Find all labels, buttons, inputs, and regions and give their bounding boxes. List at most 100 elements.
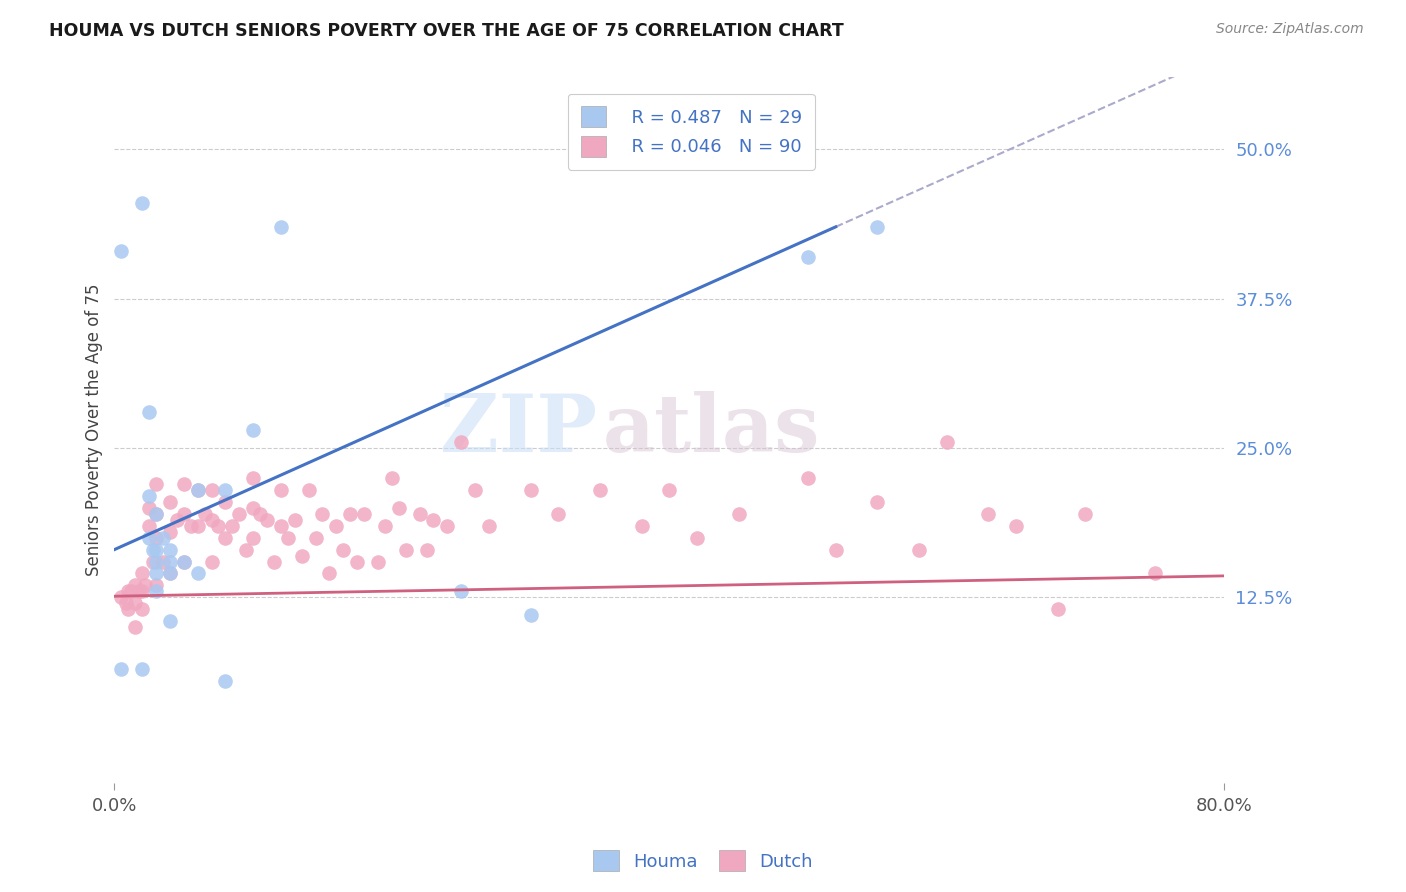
Point — [242, 531, 264, 545]
Point — [242, 423, 264, 437]
Point — [686, 531, 709, 545]
Point — [297, 483, 319, 497]
Point — [339, 507, 361, 521]
Point — [110, 591, 132, 605]
Point — [658, 483, 681, 497]
Point — [408, 507, 430, 521]
Point — [304, 531, 326, 545]
Point — [450, 435, 472, 450]
Point — [519, 483, 541, 497]
Point — [124, 596, 146, 610]
Point — [630, 518, 652, 533]
Point — [173, 555, 195, 569]
Point — [935, 435, 957, 450]
Point — [277, 531, 299, 545]
Point — [256, 513, 278, 527]
Point — [145, 507, 167, 521]
Point — [797, 471, 820, 485]
Point — [117, 584, 139, 599]
Point — [332, 542, 354, 557]
Point — [131, 662, 153, 676]
Point — [131, 584, 153, 599]
Point — [1005, 518, 1028, 533]
Point — [388, 500, 411, 515]
Point — [110, 244, 132, 258]
Point — [131, 196, 153, 211]
Text: HOUMA VS DUTCH SENIORS POVERTY OVER THE AGE OF 75 CORRELATION CHART: HOUMA VS DUTCH SENIORS POVERTY OVER THE … — [49, 22, 844, 40]
Point — [142, 542, 165, 557]
Point — [200, 483, 222, 497]
Point — [145, 531, 167, 545]
Point — [325, 518, 347, 533]
Point — [797, 250, 820, 264]
Y-axis label: Seniors Poverty Over the Age of 75: Seniors Poverty Over the Age of 75 — [86, 284, 103, 576]
Point — [1074, 507, 1097, 521]
Point — [270, 219, 292, 234]
Point — [131, 566, 153, 581]
Point — [284, 513, 307, 527]
Point — [152, 531, 174, 545]
Point — [173, 476, 195, 491]
Point — [187, 483, 209, 497]
Point — [128, 584, 150, 599]
Point — [478, 518, 501, 533]
Point — [145, 578, 167, 592]
Point — [353, 507, 375, 521]
Point — [142, 555, 165, 569]
Point — [200, 513, 222, 527]
Point — [214, 495, 236, 509]
Point — [381, 471, 404, 485]
Point — [422, 513, 444, 527]
Point — [159, 495, 181, 509]
Point — [193, 507, 215, 521]
Point — [346, 555, 368, 569]
Point — [145, 507, 167, 521]
Point — [214, 674, 236, 689]
Point — [450, 584, 472, 599]
Point — [547, 507, 569, 521]
Point — [159, 615, 181, 629]
Point — [138, 500, 160, 515]
Point — [235, 542, 257, 557]
Point — [134, 578, 156, 592]
Point — [159, 542, 181, 557]
Point — [977, 507, 1000, 521]
Point — [374, 518, 396, 533]
Point — [159, 566, 181, 581]
Point — [138, 518, 160, 533]
Point — [110, 662, 132, 676]
Legend:   R = 0.487   N = 29,   R = 0.046   N = 90: R = 0.487 N = 29, R = 0.046 N = 90 — [568, 94, 815, 169]
Point — [166, 513, 188, 527]
Point — [120, 584, 142, 599]
Point — [159, 555, 181, 569]
Point — [173, 555, 195, 569]
Point — [436, 518, 458, 533]
Text: ZIP: ZIP — [440, 391, 598, 469]
Point — [145, 542, 167, 557]
Point — [1143, 566, 1166, 581]
Point — [200, 555, 222, 569]
Point — [249, 507, 271, 521]
Point — [318, 566, 340, 581]
Point — [824, 542, 846, 557]
Point — [270, 483, 292, 497]
Point — [187, 518, 209, 533]
Point — [908, 542, 931, 557]
Point — [395, 542, 418, 557]
Point — [228, 507, 250, 521]
Point — [866, 219, 889, 234]
Point — [145, 566, 167, 581]
Point — [242, 471, 264, 485]
Point — [114, 596, 136, 610]
Point — [131, 602, 153, 616]
Point — [187, 483, 209, 497]
Point — [415, 542, 437, 557]
Point — [291, 549, 314, 563]
Point — [367, 555, 389, 569]
Point — [311, 507, 333, 521]
Point — [519, 608, 541, 623]
Point — [159, 566, 181, 581]
Point — [138, 405, 160, 419]
Point — [727, 507, 749, 521]
Point — [187, 566, 209, 581]
